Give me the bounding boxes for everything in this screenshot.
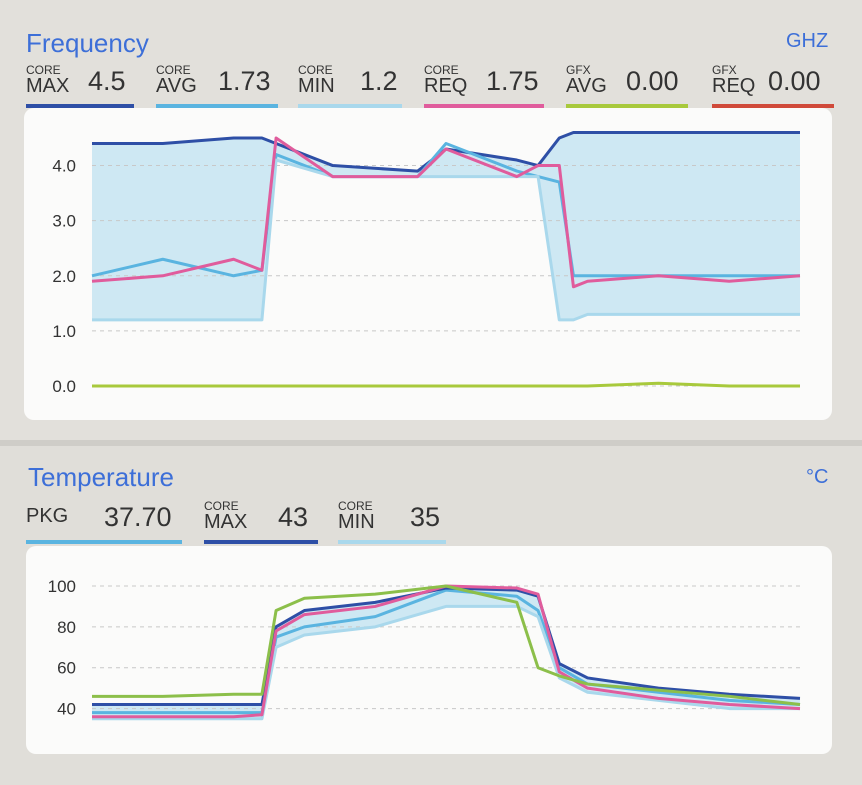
metric-label: REQ <box>424 75 468 97</box>
metric-color-bar <box>712 104 834 108</box>
series-line-core-req <box>91 136 801 289</box>
frequency-panel: Frequency GHZ CORE MAX 4.5 CORE AVG 1.73 CORE M… <box>24 28 834 420</box>
metric-small-label: GFX <box>712 63 737 77</box>
frequency-plot-svg: 4.0 3.0 2.0 1.0 0.0 <box>52 130 801 396</box>
metric-small-label: CORE <box>338 499 373 513</box>
y-tick-label: 3.0 <box>52 212 76 231</box>
series-line-core-avg <box>91 142 800 278</box>
metric-label: MIN <box>338 511 375 533</box>
metric-label: MIN <box>298 75 335 97</box>
metric-color-bar <box>26 540 182 544</box>
minmax-band <box>92 132 800 320</box>
metric-label: AVG <box>156 75 197 97</box>
metric-value: 0.00 <box>768 66 821 96</box>
metric-small-label: CORE <box>26 63 61 77</box>
metric-core-min: CORE MIN 35 <box>338 500 446 546</box>
temperature-plot-svg: 100 80 60 40 <box>48 577 801 721</box>
series-line-core-max <box>92 586 801 706</box>
metric-color-bar <box>424 104 544 108</box>
metric-value: 1.2 <box>360 66 398 96</box>
metric-label: PKG <box>26 505 69 527</box>
metric-small-label: CORE <box>156 63 191 77</box>
metric-label: REQ <box>712 75 756 97</box>
metric-value: 35 <box>410 502 441 532</box>
metric-label: MAX <box>204 511 248 533</box>
y-tick-label: 0.0 <box>52 377 76 396</box>
metric-value: 4.5 <box>88 66 126 96</box>
metric-color-bar <box>26 104 134 108</box>
temperature-panel: Temperature °C PKG 37.70 CORE MAX 43 CORE MIN 3… <box>0 446 862 785</box>
metric-value: 43 <box>278 502 309 532</box>
metric-small-label: CORE <box>424 63 459 77</box>
metric-small-label: CORE <box>204 499 239 513</box>
y-tick-label: 80 <box>57 618 76 637</box>
metric-core-avg: CORE AVG 1.73 <box>156 64 278 110</box>
metric-color-bar <box>338 540 446 544</box>
temperature-chart: 100 80 60 40 <box>26 546 832 754</box>
panel-divider <box>0 440 862 446</box>
metric-core-req: CORE REQ 1.75 <box>424 64 544 110</box>
metric-gfx-avg: GFX AVG 0.00 <box>566 64 688 110</box>
temperature-unit: °C <box>806 466 829 488</box>
metric-value: 0.00 <box>626 66 679 96</box>
metric-core-max: CORE MAX 43 <box>204 500 318 546</box>
metric-label: AVG <box>566 75 607 97</box>
series-line-core-min <box>92 158 800 322</box>
metric-small-label: GFX <box>566 63 591 77</box>
metric-color-bar <box>566 104 688 108</box>
metric-value: 1.73 <box>218 66 271 96</box>
y-tick-label: 4.0 <box>52 157 76 176</box>
metric-pkg: PKG 37.70 <box>26 500 182 546</box>
series-line-gfx-avg <box>92 381 800 388</box>
metric-core-max: CORE MAX 4.5 <box>26 64 134 110</box>
y-tick-label: 40 <box>57 700 76 719</box>
metric-value: 37.70 <box>104 502 172 532</box>
metric-color-bar <box>204 540 318 544</box>
metric-small-label: CORE <box>298 63 333 77</box>
y-tick-label: 60 <box>57 659 76 678</box>
temperature-title: Temperature <box>28 462 174 492</box>
series-line-core-min <box>92 604 800 721</box>
y-tick-label: 2.0 <box>52 267 76 286</box>
series-line-core-max <box>92 130 800 173</box>
metric-gfx-req: GFX REQ 0.00 <box>712 64 834 110</box>
metric-color-bar <box>156 104 278 108</box>
y-tick-label: 100 <box>48 577 76 596</box>
y-tick-label: 1.0 <box>52 322 76 341</box>
frequency-unit: GHZ <box>786 30 829 52</box>
series-line-gfx <box>92 584 801 706</box>
metric-core-min: CORE MIN 1.2 <box>298 64 402 110</box>
frequency-chart: 4.0 3.0 2.0 1.0 0.0 <box>24 108 832 420</box>
frequency-title: Frequency <box>26 28 149 58</box>
metric-label: MAX <box>26 75 70 97</box>
metric-value: 1.75 <box>486 66 539 96</box>
metric-color-bar <box>298 104 402 108</box>
